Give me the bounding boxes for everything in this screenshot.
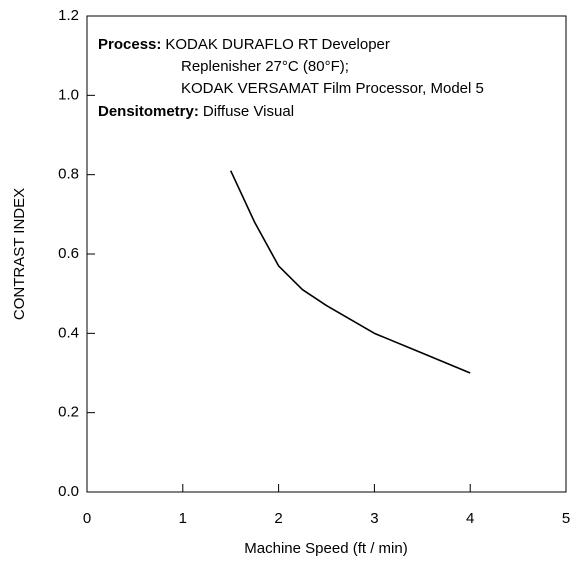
line bbox=[229, 170, 471, 374]
x-tick-label: 1 bbox=[179, 510, 187, 527]
annotation-text: KODAK VERSAMAT Film Processor, Model 5 bbox=[181, 80, 484, 97]
annotation-text: Replenisher 27°C (80°F); bbox=[181, 58, 349, 75]
annotation-label: Densitometry: bbox=[98, 103, 199, 120]
x-tick-label: 4 bbox=[466, 510, 474, 527]
y-tick-label: 0.6 bbox=[58, 245, 79, 262]
x-tick-label: 3 bbox=[370, 510, 378, 527]
annotation-text: Diffuse Visual bbox=[203, 103, 294, 120]
y-tick-label: 0.0 bbox=[58, 483, 79, 500]
y-tick-label: 1.2 bbox=[58, 7, 79, 24]
annotation: Process: KODAK DURAFLO RT Developer bbox=[98, 36, 390, 53]
y-axis-label: CONTRAST INDEX bbox=[11, 188, 28, 320]
y-tick-label: 0.2 bbox=[58, 404, 79, 421]
annotation-text: KODAK DURAFLO RT Developer bbox=[165, 36, 390, 53]
y-tick-label: 0.4 bbox=[58, 324, 79, 341]
x-axis-label: Machine Speed (ft / min) bbox=[244, 540, 407, 557]
y-tick-label: 0.8 bbox=[58, 166, 79, 183]
x-tick-label: 5 bbox=[562, 510, 570, 527]
y-tick-label: 1.0 bbox=[58, 86, 79, 103]
x-tick-label: 0 bbox=[83, 510, 91, 527]
x-tick-label: 2 bbox=[274, 510, 282, 527]
annotation-label: Process: bbox=[98, 36, 161, 53]
annotation: Densitometry: Diffuse Visual bbox=[98, 103, 294, 120]
